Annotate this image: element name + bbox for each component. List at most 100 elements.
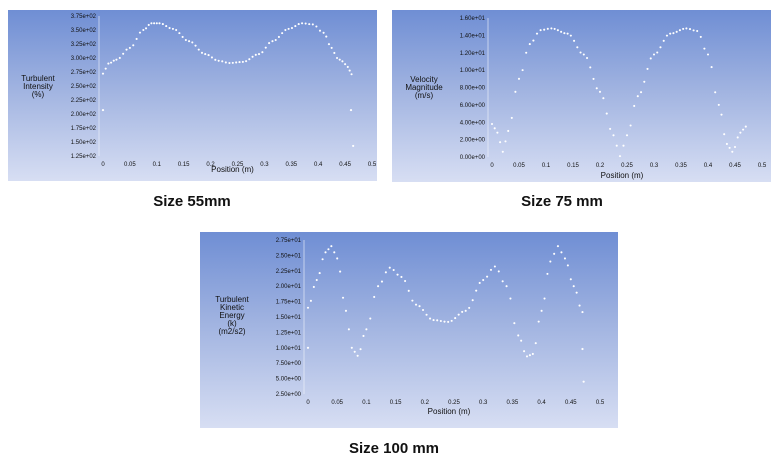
x-tick-label: 0.3 (260, 162, 269, 168)
data-point (308, 23, 311, 26)
data-point (380, 280, 384, 283)
data-point (535, 32, 539, 35)
data-point (725, 142, 728, 146)
data-point (605, 112, 608, 115)
data-point (566, 32, 569, 35)
data-point (168, 27, 171, 30)
x-tick-label: 0.1 (153, 162, 162, 168)
data-point (194, 44, 197, 47)
data-point (214, 58, 217, 61)
data-point (369, 317, 372, 320)
y-tick-label: 1.75e+01 (276, 300, 302, 306)
data-point (327, 43, 331, 46)
data-point (224, 61, 227, 64)
data-point (245, 60, 248, 63)
data-point (482, 278, 485, 282)
data-point (155, 22, 158, 25)
data-point (392, 268, 395, 272)
data-point (388, 266, 391, 269)
data-point (125, 48, 128, 51)
x-tick-label: 0.15 (567, 163, 579, 169)
data-point (490, 122, 494, 126)
data-point (669, 32, 672, 35)
data-point (531, 352, 534, 356)
data-point (602, 97, 605, 100)
data-point (636, 95, 639, 98)
data-point (534, 342, 537, 345)
data-point (315, 25, 318, 28)
data-point (461, 310, 464, 313)
data-point (284, 29, 287, 32)
data-point (325, 35, 328, 38)
x-tick-label: 0.35 (285, 162, 297, 168)
data-point (675, 30, 678, 33)
data-point (546, 272, 549, 275)
data-point (742, 128, 745, 131)
data-point (486, 275, 489, 278)
data-point (443, 320, 446, 323)
data-point (706, 53, 710, 56)
x-tick-label: 0.1 (362, 400, 371, 406)
data-point (178, 32, 181, 35)
data-point (573, 39, 576, 42)
data-point (322, 31, 325, 34)
data-point (241, 60, 244, 63)
data-point (493, 127, 496, 130)
data-point (384, 271, 387, 274)
data-point (589, 66, 592, 69)
x-tick-label: 0.35 (507, 400, 519, 406)
data-point (197, 48, 200, 51)
data-point (356, 354, 359, 357)
data-point (347, 328, 350, 331)
data-point (532, 39, 535, 42)
data-point (543, 28, 546, 31)
data-point (592, 77, 595, 80)
data-point (501, 280, 504, 283)
data-point (418, 305, 421, 308)
data-point (115, 58, 118, 61)
x-tick-label: 0.25 (621, 163, 633, 169)
data-point (330, 46, 333, 49)
data-point (110, 61, 113, 64)
data-point (475, 289, 478, 292)
data-point (175, 29, 178, 32)
data-point (346, 65, 349, 69)
data-point (287, 27, 290, 30)
data-point (450, 319, 453, 322)
data-point (468, 306, 471, 309)
data-point (294, 25, 297, 28)
data-point (365, 328, 368, 331)
data-point (625, 134, 629, 137)
y-tick-label: 5.00e+00 (276, 377, 302, 383)
data-point (699, 35, 702, 38)
data-point (615, 144, 618, 147)
y-tick-label: 2.25e+01 (276, 269, 302, 275)
data-point (618, 155, 622, 158)
y-tick-label: 1.50e+02 (71, 140, 97, 146)
data-point (598, 90, 602, 93)
data-point (579, 51, 582, 54)
data-point-outlier (582, 380, 585, 383)
x-tick-label: 0.5 (596, 400, 605, 406)
data-point (578, 304, 581, 307)
data-point (144, 27, 148, 30)
x-tick-label: 0 (306, 400, 310, 406)
data-point (297, 23, 300, 26)
data-point (147, 23, 150, 27)
data-point (652, 53, 656, 56)
data-point (128, 46, 131, 49)
data-point (142, 28, 145, 32)
data-point (304, 22, 307, 25)
data-point (622, 144, 625, 147)
x-tick-label: 0.15 (178, 162, 190, 168)
data-point (464, 309, 467, 312)
data-point (649, 57, 652, 60)
data-point (560, 30, 563, 33)
data-point (612, 134, 615, 137)
data-point (404, 279, 407, 283)
data-point (359, 348, 362, 351)
data-point (341, 60, 344, 63)
data-point (104, 67, 107, 70)
data-point (138, 31, 142, 34)
y-axis-title-line: Energy (219, 311, 244, 320)
